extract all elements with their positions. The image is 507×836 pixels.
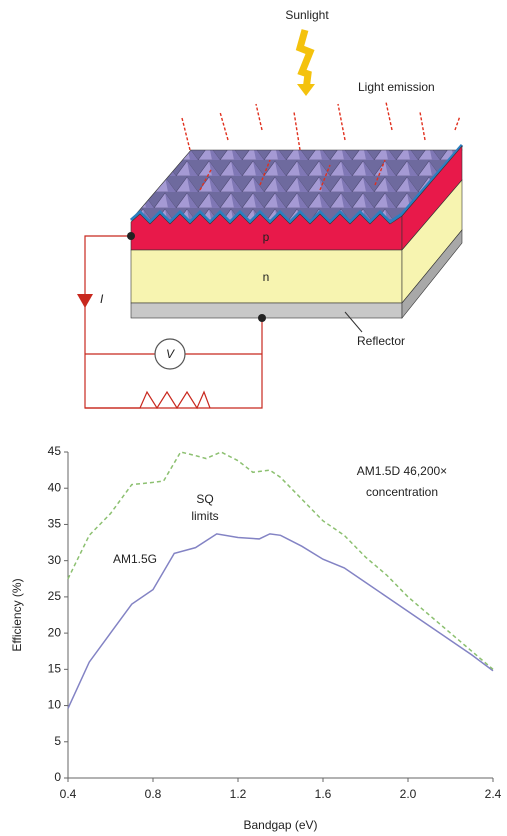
series-label: AM1.5D 46,200× bbox=[357, 464, 447, 478]
y-tick-label: 0 bbox=[54, 770, 61, 784]
reflector-label: Reflector bbox=[357, 334, 405, 348]
reflector-front bbox=[130, 302, 403, 319]
x-tick-label: 1.2 bbox=[230, 787, 247, 801]
circuit bbox=[84, 235, 263, 410]
x-tick-label: 0.4 bbox=[60, 787, 77, 801]
sunlight-label: Sunlight bbox=[285, 8, 329, 22]
series-line bbox=[67, 451, 494, 670]
y-tick-label: 40 bbox=[48, 480, 62, 494]
x-tick-label: 0.8 bbox=[145, 787, 162, 801]
series-line bbox=[67, 533, 494, 709]
y-tick-label: 45 bbox=[48, 444, 62, 458]
y-tick-label: 15 bbox=[48, 662, 62, 676]
p-label: p bbox=[263, 230, 270, 244]
sunlight-arrow bbox=[295, 29, 315, 91]
voltmeter-label: V bbox=[166, 347, 175, 361]
x-tick-label: 2.4 bbox=[485, 787, 502, 801]
y-tick-label: 10 bbox=[48, 698, 62, 712]
blue-layer bbox=[130, 144, 464, 225]
y-tick-label: 25 bbox=[48, 589, 62, 603]
emission-label: Light emission bbox=[358, 80, 435, 94]
x-tick-label: 2.0 bbox=[400, 787, 417, 801]
contact bbox=[127, 232, 135, 240]
y-tick-label: 20 bbox=[48, 625, 62, 639]
efficiency-chart: 0 5 10 15 20 25 30 35 40 45 0.4 0.8 1.2 1.6 2.0 2.4 Band… bbox=[10, 444, 501, 832]
annotation: limits bbox=[191, 509, 218, 523]
reflector-side bbox=[401, 229, 463, 319]
current-arrow bbox=[77, 294, 93, 308]
y-tick-label: 5 bbox=[54, 734, 61, 748]
p-layer-front bbox=[130, 213, 403, 251]
contact bbox=[258, 314, 266, 322]
annotation: SQ bbox=[196, 492, 213, 506]
n-label: n bbox=[263, 270, 270, 284]
annotation: concentration bbox=[366, 485, 438, 499]
y-tick-label: 35 bbox=[48, 517, 62, 531]
solar-cell-diagram: Sunlight Light emission p n Reflector I … bbox=[77, 8, 464, 410]
series-label: AM1.5G bbox=[113, 552, 157, 566]
current-label: I bbox=[100, 292, 104, 306]
sunlight-arrowhead bbox=[297, 84, 315, 96]
x-axis-label: Bandgap (eV) bbox=[243, 818, 317, 832]
y-tick-label: 30 bbox=[48, 553, 62, 567]
reflector-pointer bbox=[344, 311, 363, 333]
y-axis-label: Efficiency (%) bbox=[10, 578, 24, 651]
x-tick-label: 1.6 bbox=[315, 787, 332, 801]
emission-arrows bbox=[181, 101, 461, 191]
